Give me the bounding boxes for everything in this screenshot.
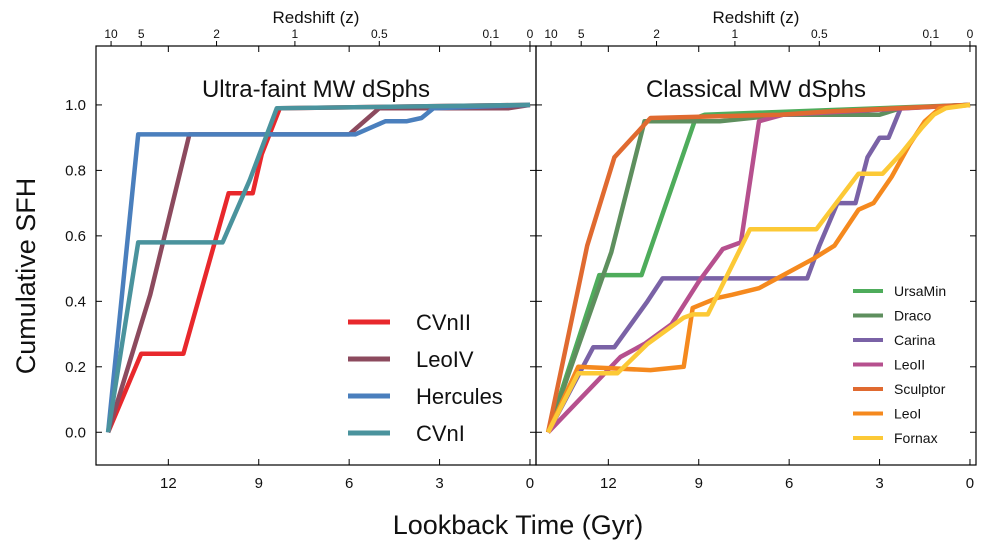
panel-classical: 12 9 6 3 0 10 5 2 1 0.5 0.1 0 Redshift (z) Classical … <box>535 8 977 492</box>
x-tick-label: 12 <box>160 475 177 492</box>
y-tick-label: 0.4 <box>65 293 86 310</box>
legend-label: LeoII <box>894 357 925 373</box>
panel-title: Ultra-faint MW dSphs <box>202 76 430 103</box>
legend-label: Hercules <box>416 384 503 409</box>
y-axis-label: Cumulative SFH <box>11 178 41 375</box>
redshift-tick-label: 0 <box>527 27 534 41</box>
redshift-tick-label: 5 <box>138 27 145 41</box>
y-tick-label: 0.6 <box>65 228 86 245</box>
redshift-tick-label: 2 <box>653 27 660 41</box>
legend-label: Carina <box>894 332 935 348</box>
redshift-tick-label: 0 <box>967 27 974 41</box>
redshift-tick-label: 0.5 <box>811 27 828 41</box>
redshift-tick-label: 1 <box>292 27 299 41</box>
redshift-tick-label: 5 <box>578 27 585 41</box>
x-tick-label: 12 <box>600 475 617 492</box>
plot-frame <box>535 45 977 466</box>
series-line-fornax <box>546 102 971 434</box>
series-line-hercules <box>105 102 531 433</box>
series-line-cvni <box>105 102 531 433</box>
y-tick-label: 0.0 <box>65 424 86 441</box>
y-tick-label: 0.2 <box>65 359 86 376</box>
series-line-leoii <box>546 102 971 434</box>
y-tick-label: 1.0 <box>65 97 86 114</box>
legend-label: CVnII <box>416 310 471 335</box>
redshift-tick-label: 0.5 <box>371 27 388 41</box>
legend-label: Draco <box>894 308 932 324</box>
redshift-tick-label: 1 <box>732 27 739 41</box>
x-tick-label: 3 <box>435 475 443 492</box>
series-line-cvnii <box>106 102 531 434</box>
legend-label: UrsaMin <box>894 283 946 299</box>
redshift-tick-label: 0.1 <box>922 27 939 41</box>
x-tick-label: 9 <box>255 475 263 492</box>
x-tick-label: 0 <box>966 475 974 492</box>
y-tick-label: 0.8 <box>65 162 86 179</box>
redshift-tick-label: 2 <box>213 27 220 41</box>
legend-label: LeoIV <box>416 347 474 372</box>
legend-label: Fornax <box>894 430 938 446</box>
x-axis-label: Lookback Time (Gyr) <box>393 510 644 540</box>
redshift-tick-label: 10 <box>104 27 118 41</box>
x-tick-label: 0 <box>526 475 534 492</box>
legend-label: LeoI <box>894 406 921 422</box>
redshift-tick-label: 0.1 <box>482 27 499 41</box>
legend-label: CVnI <box>416 421 465 446</box>
panel-title: Classical MW dSphs <box>646 76 866 103</box>
x-tick-label: 6 <box>785 475 793 492</box>
series-line-sculptor <box>545 102 971 433</box>
redshift-axis-label: Redshift (z) <box>273 8 360 27</box>
panel-ultra-faint: 12 9 6 3 0 0.0 0.2 0.4 0.6 0.8 1.0 10 5 2 1 0.5 0.1 0 Reds… <box>65 8 537 492</box>
x-tick-label: 3 <box>875 475 883 492</box>
legend-label: Sculptor <box>894 381 946 397</box>
redshift-axis-label: Redshift (z) <box>713 8 800 27</box>
series-line-carina <box>546 102 971 434</box>
x-tick-label: 9 <box>695 475 703 492</box>
redshift-tick-label: 10 <box>544 27 558 41</box>
x-tick-label: 6 <box>345 475 353 492</box>
